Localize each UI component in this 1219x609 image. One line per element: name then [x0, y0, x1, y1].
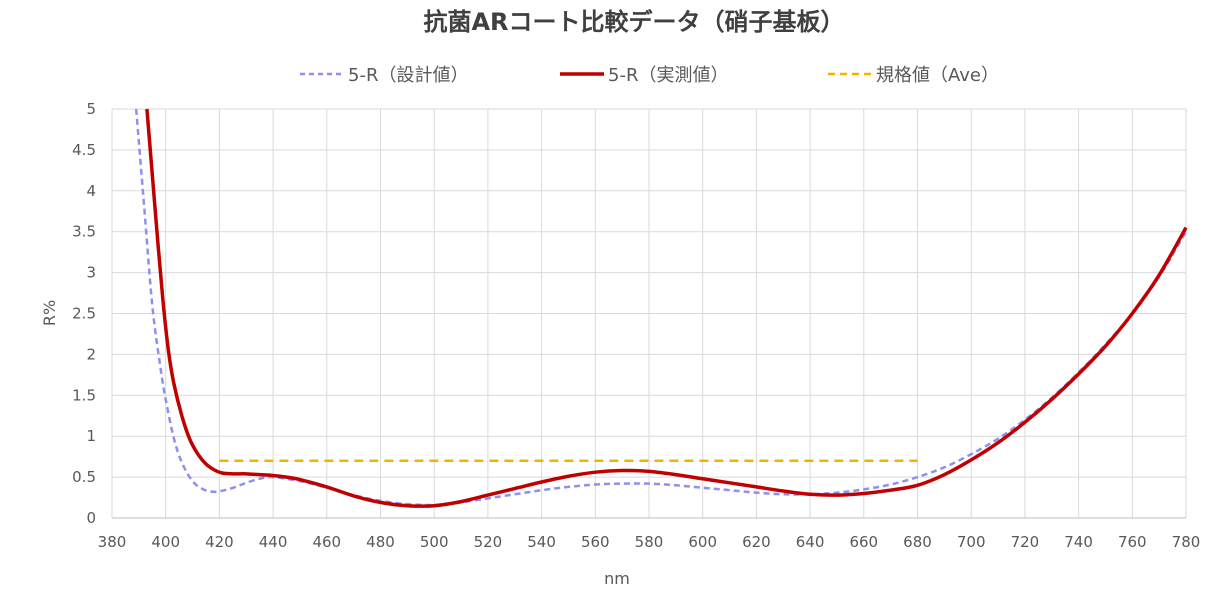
legend-label-1: 5-R（実測値） [608, 65, 728, 86]
series-layer [134, 108, 1188, 508]
x-tick-label: 780 [1172, 533, 1201, 551]
x-tick-label: 760 [1118, 533, 1147, 551]
chart-title: 抗菌ARコート比較データ（硝子基板） [423, 8, 844, 36]
x-tick-label: 500 [420, 533, 449, 551]
legend: 5-R（設計値） 5-R（実測値） 規格値（Ave） [300, 65, 999, 86]
series-measured-line [145, 108, 1188, 508]
x-tick-label: 480 [366, 533, 395, 551]
x-tick-label: 720 [1011, 533, 1040, 551]
y-tick-label: 3.5 [72, 223, 96, 241]
x-tick-label: 580 [635, 533, 664, 551]
legend-label-2: 規格値（Ave） [876, 65, 999, 86]
x-tick-label: 540 [527, 533, 556, 551]
y-tick-label: 2 [86, 345, 96, 363]
x-tick-label: 440 [259, 533, 288, 551]
y-tick-label: 0 [86, 509, 96, 527]
series-design-line [134, 108, 1188, 507]
x-tick-label: 520 [474, 533, 503, 551]
grid [111, 108, 1187, 519]
x-tick-label: 740 [1064, 533, 1093, 551]
x-axis-title: nm [604, 569, 630, 588]
x-tick-label: 620 [742, 533, 771, 551]
x-tick-label: 660 [849, 533, 878, 551]
y-tick-label: 5 [86, 100, 96, 118]
x-tick-label: 420 [205, 533, 234, 551]
y-tick-label: 1 [86, 427, 96, 445]
x-tick-label: 700 [957, 533, 986, 551]
x-tick-label: 680 [903, 533, 932, 551]
x-tick-label: 560 [581, 533, 610, 551]
y-tick-label: 4 [86, 182, 96, 200]
y-tick-label: 4.5 [72, 141, 96, 159]
y-tick-label: 2.5 [72, 305, 96, 323]
x-tick-label: 640 [796, 533, 825, 551]
y-tick-label: 0.5 [72, 468, 96, 486]
x-axis-ticks: 380 400 420 440 460 480 500 520 540 560 580 600 620 6… [98, 533, 1201, 551]
x-tick-label: 380 [98, 533, 127, 551]
legend-label-0: 5-R（設計値） [348, 65, 468, 86]
y-tick-label: 1.5 [72, 386, 96, 404]
x-tick-label: 600 [688, 533, 717, 551]
x-tick-label: 400 [151, 533, 180, 551]
y-axis-title: R% [40, 300, 59, 326]
y-tick-label: 3 [86, 264, 96, 282]
x-tick-label: 460 [312, 533, 341, 551]
y-axis-ticks: 0 0.5 1 1.5 2 2.5 3 3.5 4 4.5 5 [72, 100, 96, 527]
